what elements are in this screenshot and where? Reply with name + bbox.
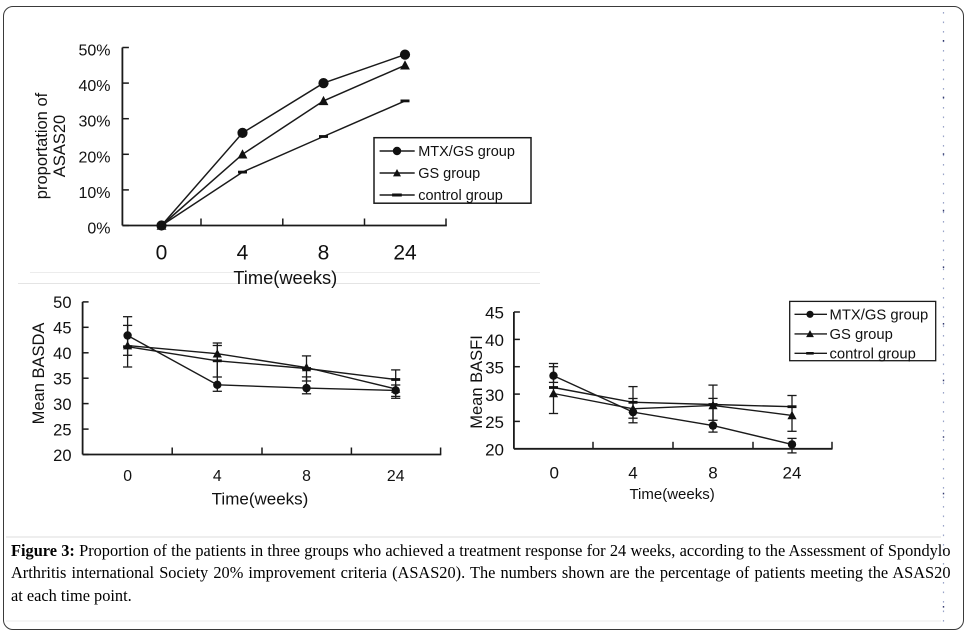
- svg-text:30%: 30%: [78, 114, 110, 131]
- svg-text:MTX/GS group: MTX/GS group: [418, 144, 515, 160]
- svg-text:GS group: GS group: [418, 166, 480, 182]
- svg-text:4: 4: [628, 464, 637, 483]
- svg-text:24: 24: [783, 464, 802, 483]
- svg-text:20: 20: [53, 447, 71, 465]
- svg-text:40%: 40%: [78, 78, 110, 95]
- svg-text:40: 40: [53, 345, 71, 363]
- svg-text:25: 25: [485, 413, 504, 432]
- svg-text:30: 30: [53, 396, 71, 414]
- svg-text:50%: 50%: [78, 43, 110, 60]
- svg-text:24: 24: [387, 468, 405, 485]
- svg-text:0%: 0%: [87, 221, 110, 238]
- svg-text:8: 8: [708, 464, 717, 483]
- svg-text:control group: control group: [830, 347, 916, 363]
- svg-text:20: 20: [485, 441, 504, 460]
- svg-text:35: 35: [53, 371, 71, 389]
- svg-text:0: 0: [549, 464, 558, 483]
- svg-text:0: 0: [123, 468, 132, 485]
- svg-text:GS group: GS group: [830, 327, 893, 343]
- svg-text:ASAS20: ASAS20: [51, 115, 69, 177]
- svg-text:8: 8: [302, 468, 311, 485]
- svg-text:40: 40: [485, 331, 504, 350]
- svg-text:Mean BASDA: Mean BASDA: [30, 323, 48, 425]
- svg-text:4: 4: [213, 468, 222, 485]
- svg-text:8: 8: [318, 242, 330, 265]
- svg-text:0: 0: [156, 242, 168, 265]
- svg-text:control group: control group: [418, 188, 503, 204]
- svg-text:Mean BASFI: Mean BASFI: [468, 335, 486, 429]
- svg-text:MTX/GS group: MTX/GS group: [830, 308, 929, 324]
- svg-text:4: 4: [237, 242, 249, 265]
- svg-text:proportation of: proportation of: [33, 92, 51, 199]
- svg-text:Time(weeks): Time(weeks): [233, 267, 337, 288]
- svg-text:50: 50: [53, 294, 71, 312]
- svg-text:45: 45: [53, 320, 71, 338]
- svg-text:45: 45: [485, 304, 504, 323]
- svg-text:24: 24: [393, 242, 417, 265]
- svg-text:Time(weeks): Time(weeks): [212, 489, 309, 508]
- svg-text:Time(weeks): Time(weeks): [629, 486, 714, 503]
- svg-text:30: 30: [485, 386, 504, 405]
- svg-text:20%: 20%: [78, 149, 110, 166]
- svg-text:25: 25: [53, 421, 71, 439]
- svg-text:10%: 10%: [78, 185, 110, 202]
- svg-text:35: 35: [485, 358, 504, 377]
